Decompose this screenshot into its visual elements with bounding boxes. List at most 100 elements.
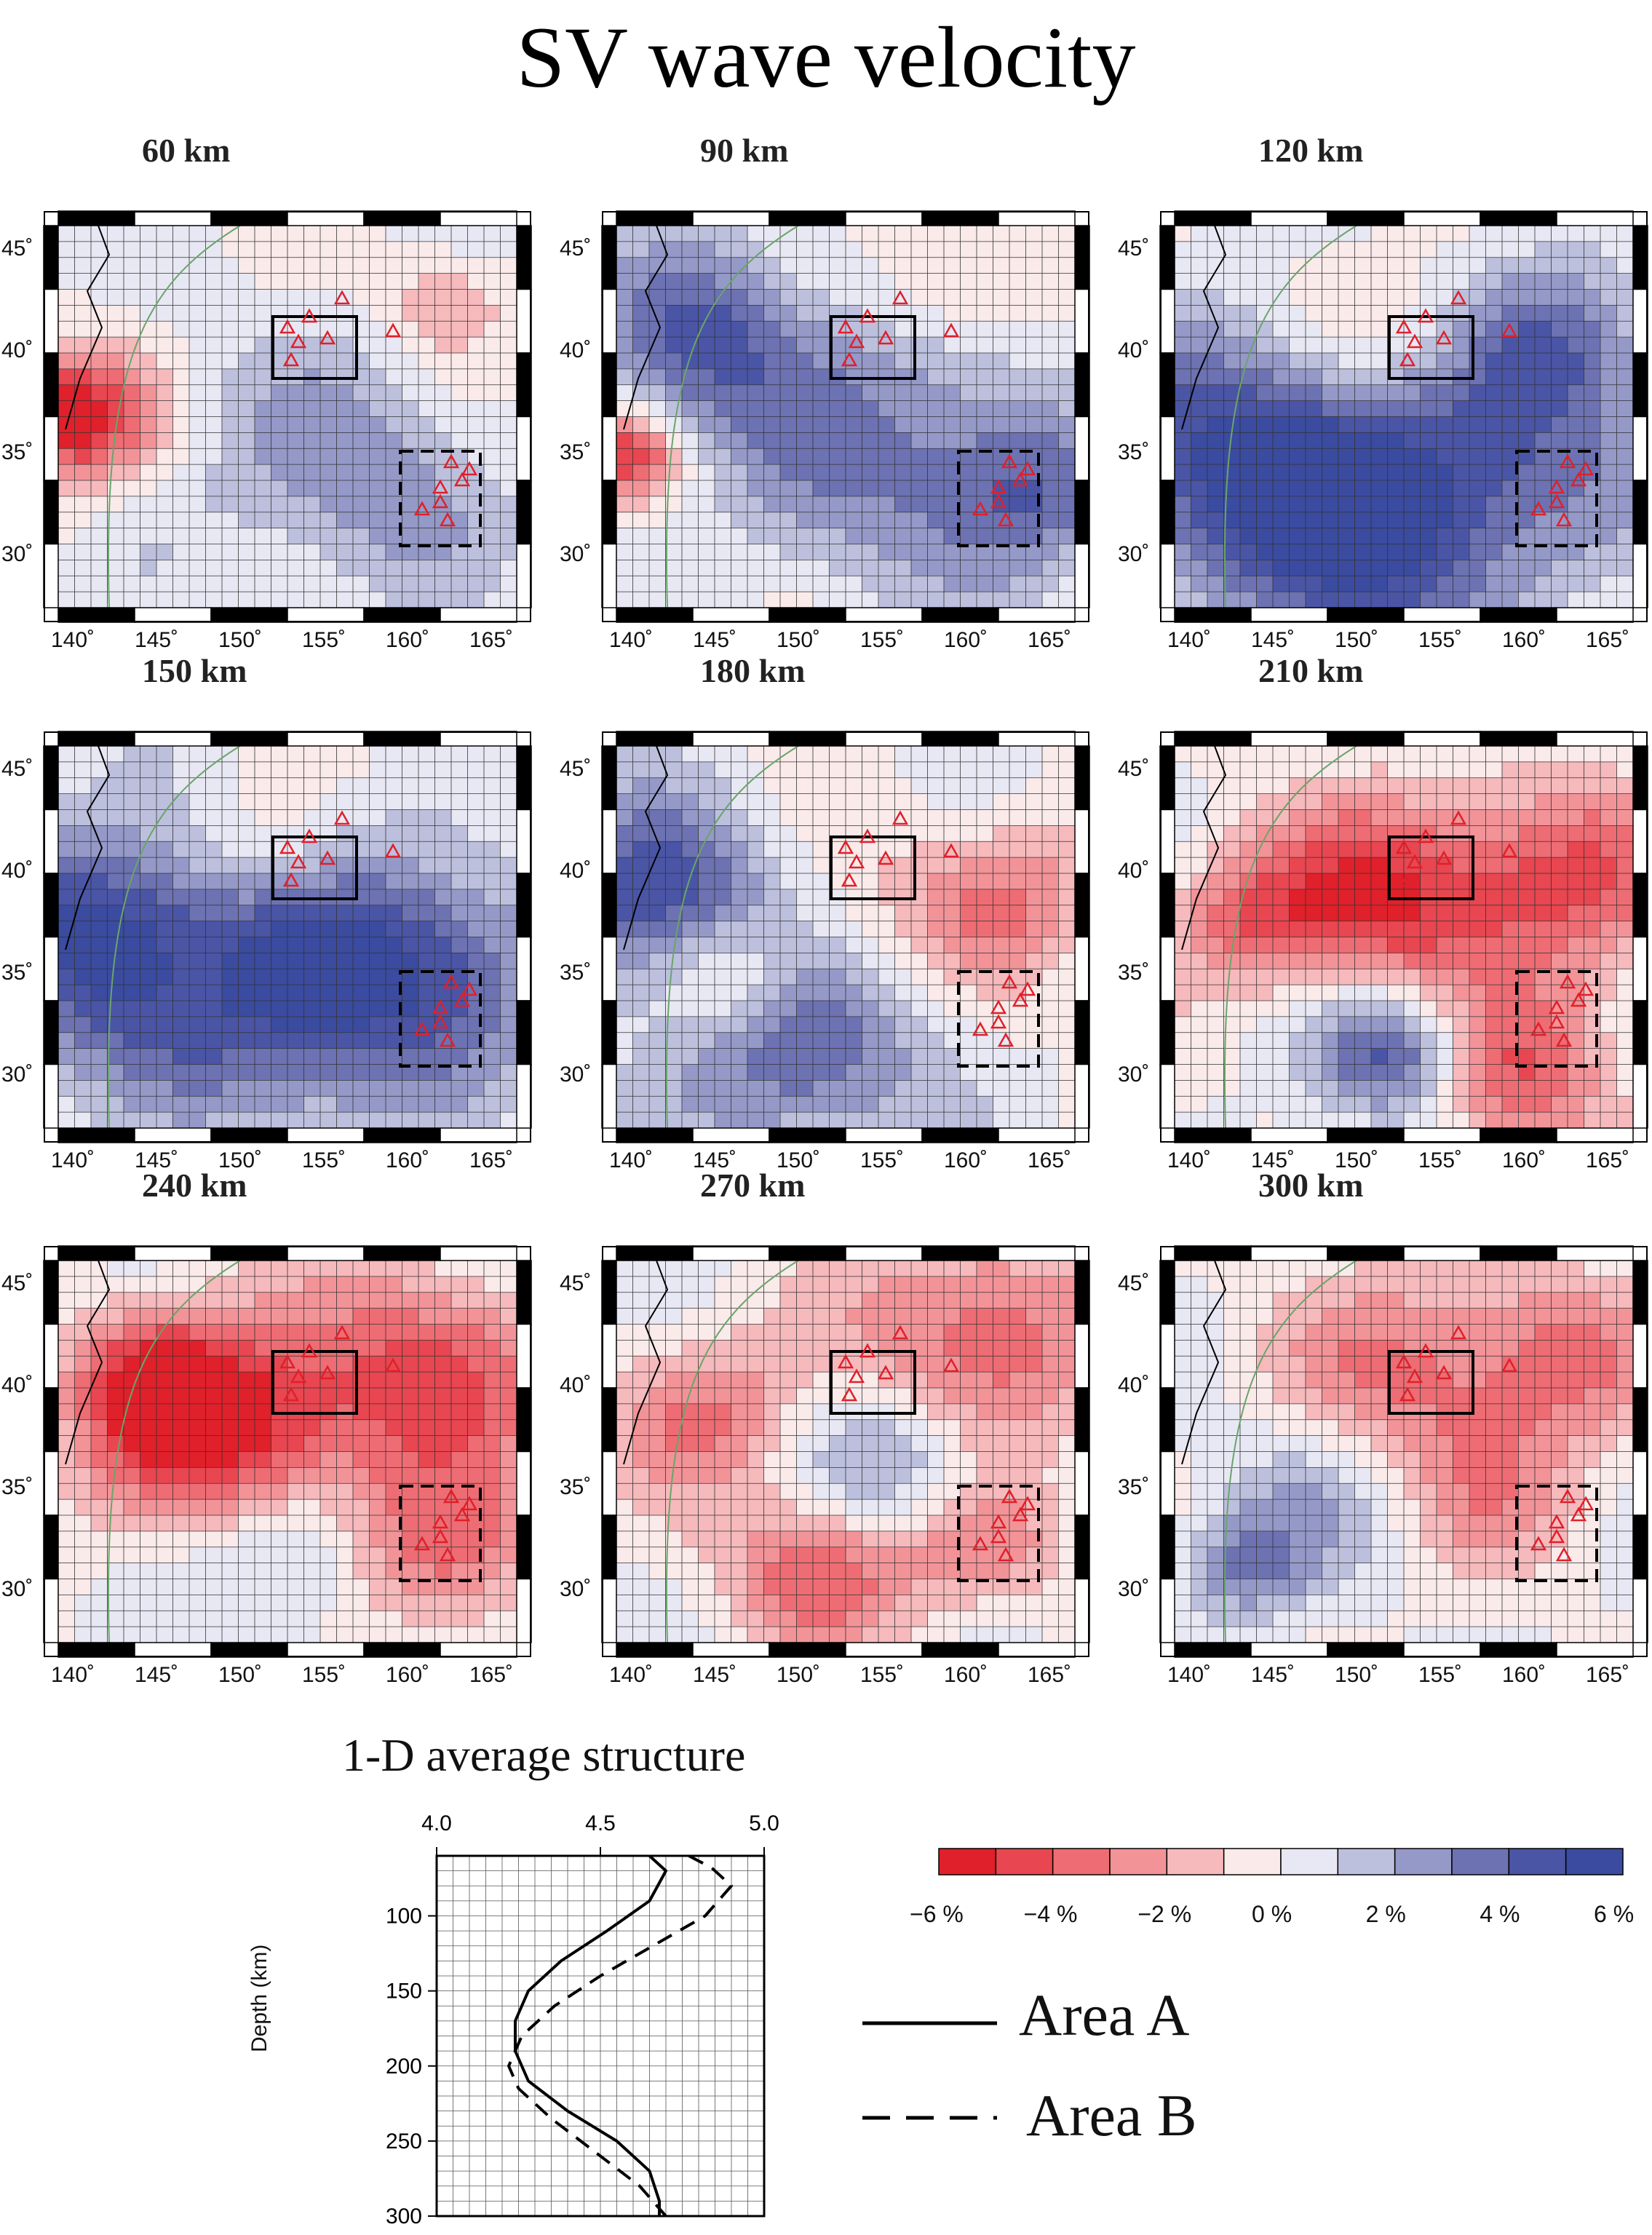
velocity-cell: [1485, 560, 1503, 576]
velocity-cell: [1502, 809, 1520, 826]
velocity-cell: [107, 576, 124, 592]
velocity-cell: [386, 1080, 403, 1097]
velocity-cell: [1175, 544, 1192, 560]
velocity-cell: [320, 576, 338, 592]
velocity-cell: [1256, 400, 1274, 418]
velocity-cell: [189, 1627, 207, 1643]
velocity-cell: [320, 905, 338, 922]
velocity-cell: [271, 448, 288, 465]
velocity-cell: [1518, 921, 1536, 938]
velocity-cell: [1437, 1096, 1454, 1113]
velocity-cell: [91, 1276, 108, 1293]
velocity-cell: [1485, 432, 1503, 449]
velocity-cell: [140, 241, 157, 258]
velocity-cell: [353, 793, 370, 811]
velocity-cell: [1502, 793, 1520, 811]
velocity-cell: [1289, 305, 1306, 322]
velocity-cell: [1535, 985, 1552, 1001]
velocity-cell: [140, 289, 157, 306]
velocity-cell: [255, 1292, 272, 1309]
velocity-cell: [1058, 353, 1076, 370]
velocity-cell: [1191, 746, 1208, 763]
station-triangle: [1548, 999, 1565, 1015]
velocity-cell: [1502, 1096, 1520, 1113]
velocity-cell: [189, 416, 207, 433]
velocity-cell: [1535, 1001, 1552, 1017]
velocity-cell: [1518, 226, 1536, 242]
velocity-cell: [731, 464, 748, 481]
velocity-cell: [1306, 289, 1323, 306]
velocity-cell: [238, 793, 255, 811]
velocity-cell: [1387, 746, 1405, 763]
velocity-cell: [1616, 746, 1634, 763]
velocity-cell: [172, 921, 190, 938]
velocity-cell: [124, 448, 141, 465]
velocity-cell: [977, 857, 994, 874]
station-triangle: [841, 872, 858, 887]
velocity-cell: [418, 889, 436, 906]
velocity-cell: [484, 1048, 501, 1065]
velocity-cell: [665, 512, 683, 529]
velocity-cell: [1518, 905, 1536, 922]
velocity-cell: [1600, 544, 1618, 560]
velocity-cell: [255, 1579, 272, 1595]
velocity-cell: [977, 353, 994, 370]
velocity-cell: [418, 528, 436, 545]
velocity-cell: [238, 1096, 255, 1113]
velocity-cell: [1453, 448, 1470, 465]
velocity-cell: [862, 544, 879, 560]
area-a-box: [1388, 315, 1474, 380]
velocity-cell: [927, 1096, 945, 1113]
velocity-cell: [1058, 528, 1076, 545]
velocity-cell: [336, 825, 354, 842]
velocity-cell: [1009, 368, 1027, 386]
velocity-cell: [1387, 809, 1405, 826]
velocity-cell: [715, 416, 732, 433]
velocity-cell: [156, 289, 174, 306]
velocity-cell: [484, 448, 501, 465]
velocity-cell: [960, 384, 977, 402]
velocity-cell: [467, 400, 485, 418]
velocity-cell: [238, 480, 255, 497]
velocity-cell: [1322, 1048, 1339, 1065]
velocity-cell: [353, 953, 370, 969]
velocity-cell: [189, 1340, 207, 1357]
velocity-cell: [172, 905, 190, 922]
velocity-cell: [632, 512, 650, 529]
velocity-cell: [1058, 496, 1076, 513]
velocity-cell: [320, 480, 338, 497]
velocity-cell: [205, 809, 223, 826]
map-frame-segment: [1250, 210, 1328, 226]
velocity-cell: [1404, 825, 1421, 842]
velocity-cell: [1273, 825, 1290, 842]
velocity-cell: [665, 592, 683, 608]
map-frame-segment: [516, 873, 532, 938]
velocity-cell: [124, 416, 141, 433]
velocity-cell: [1518, 777, 1536, 795]
velocity-cell: [124, 1356, 141, 1373]
velocity-cell: [846, 777, 863, 795]
station-triangle: [413, 1021, 431, 1036]
velocity-cell: [484, 353, 501, 370]
velocity-cell: [74, 1292, 92, 1309]
velocity-cell: [993, 576, 1010, 592]
velocity-cell: [813, 448, 830, 465]
velocity-cell: [977, 921, 994, 938]
velocity-cell: [91, 544, 108, 560]
velocity-cell: [418, 512, 436, 529]
velocity-cell: [731, 969, 748, 985]
velocity-cell: [977, 384, 994, 402]
velocity-cell: [1289, 889, 1306, 906]
velocity-cell: [1025, 368, 1043, 386]
trench-line: [665, 745, 799, 1129]
velocity-cell: [682, 1016, 699, 1033]
velocity-cell: [124, 480, 141, 497]
map-frame-segment: [1250, 731, 1328, 747]
velocity-cell: [1191, 384, 1208, 402]
velocity-cell: [1207, 1032, 1225, 1049]
velocity-cell: [846, 273, 863, 290]
velocity-cell: [124, 825, 141, 842]
velocity-cell: [894, 592, 912, 608]
velocity-cell: [862, 969, 879, 985]
velocity-cell: [1616, 321, 1634, 338]
